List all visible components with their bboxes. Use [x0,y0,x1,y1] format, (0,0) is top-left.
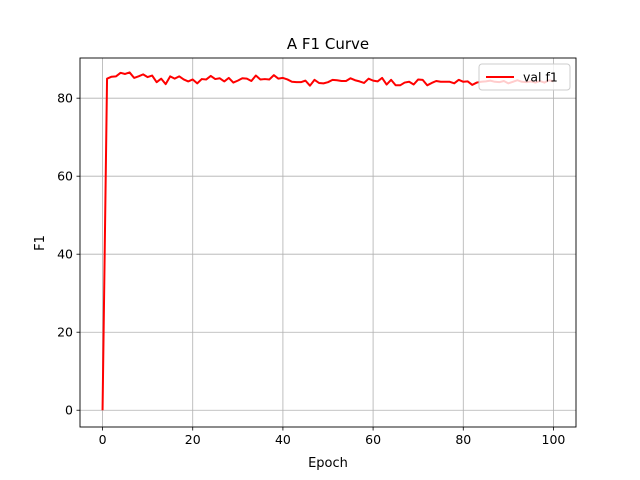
y-tick-label: 20 [57,325,73,340]
axes-frame [79,57,577,428]
series-line-val-f1 [101,71,554,411]
y-tick-label: 40 [57,247,73,262]
x-tick-label: 80 [455,432,471,447]
x-tick-label: 0 [99,432,107,447]
legend-box [478,63,571,91]
y-tick-label: 60 [57,169,73,184]
x-tick-label: 20 [185,432,201,447]
legend-label: val f1 [523,70,558,85]
series-layer [101,71,554,411]
x-tick-label: 40 [275,432,291,447]
y-axis-label: F1 [33,235,48,251]
y-tick-label: 0 [65,403,73,418]
x-axis-label: Epoch [308,456,348,471]
x-tick-label: 60 [365,432,381,447]
ticks: 0 20 40 60 80 100 0 20 40 60 80 [57,91,565,447]
grid [80,58,576,427]
x-tick-label: 100 [542,432,566,447]
y-tick-label: 80 [57,91,73,106]
chart-title: A F1 Curve [287,35,369,53]
legend: val f1 [478,63,571,91]
